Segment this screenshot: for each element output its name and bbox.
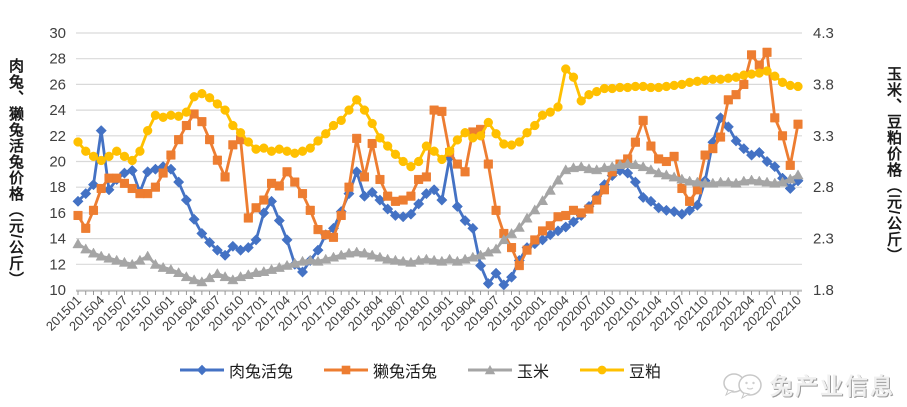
- chart-legend: 肉兔活兔 獭兔活兔 玉米 豆粕: [100, 358, 740, 382]
- legend-circle-marker-icon: [580, 365, 625, 375]
- right-axis-tick-label: 3.8: [813, 76, 834, 93]
- legend-item-meat-rabbit-live: 肉兔活兔: [179, 358, 293, 382]
- legend-label: 豆粕: [629, 364, 662, 381]
- legend-item-corn: 玉米: [467, 358, 549, 382]
- left-axis-title: 肉兔、獭兔活兔价格（元/公斤）: [7, 58, 24, 288]
- left-axis-tick-label: 20: [49, 154, 66, 171]
- right-axis-tick-label: 2.8: [813, 179, 834, 196]
- left-axis-tick-label: 30: [49, 25, 66, 42]
- rabbit-logo-icon: [723, 373, 762, 400]
- series-line-corn: [76, 162, 800, 284]
- left-axis-tick-label: 10: [49, 282, 66, 299]
- right-axis-title: 玉米、豆粕价格（元/公斤）: [885, 66, 902, 264]
- series-markers-corn: [72, 158, 804, 287]
- series-markers-rex-rabbit-live: [73, 47, 803, 271]
- legend-item-rex-rabbit-live: 獭兔活兔: [323, 358, 437, 382]
- right-axis-tick-label: 4.3: [813, 25, 834, 42]
- left-axis-tick-label: 18: [49, 179, 66, 196]
- left-axis-tick-label: 12: [49, 256, 66, 273]
- legend-square-marker-icon: [323, 365, 368, 375]
- legend-label: 獭兔活兔: [372, 364, 437, 381]
- right-axis-tick-label: 2.3: [813, 231, 834, 248]
- legend-label: 玉米: [517, 364, 550, 381]
- left-axis-tick-label: 16: [49, 205, 66, 222]
- left-axis-tick-label: 14: [49, 231, 66, 248]
- watermark-text: 兔产业信息: [770, 373, 895, 399]
- left-axis-tick-label: 28: [49, 51, 66, 68]
- right-axis-tick-label: 3.3: [813, 128, 834, 145]
- left-axis-tick-label: 22: [49, 128, 66, 145]
- left-axis-tick-label: 26: [49, 76, 66, 93]
- series-markers-soybean-meal: [73, 64, 803, 172]
- legend-diamond-marker-icon: [179, 364, 224, 376]
- legend-item-soybean-meal: 豆粕: [579, 358, 661, 382]
- right-axis-tick-label: 1.8: [813, 282, 834, 299]
- watermark: 兔产业信息: [722, 367, 895, 401]
- legend-triangle-marker-icon: [468, 365, 512, 375]
- series-markers-meat-rabbit-live: [72, 112, 804, 291]
- legend-label: 肉兔活兔: [228, 364, 293, 381]
- left-axis-tick-label: 24: [49, 102, 66, 119]
